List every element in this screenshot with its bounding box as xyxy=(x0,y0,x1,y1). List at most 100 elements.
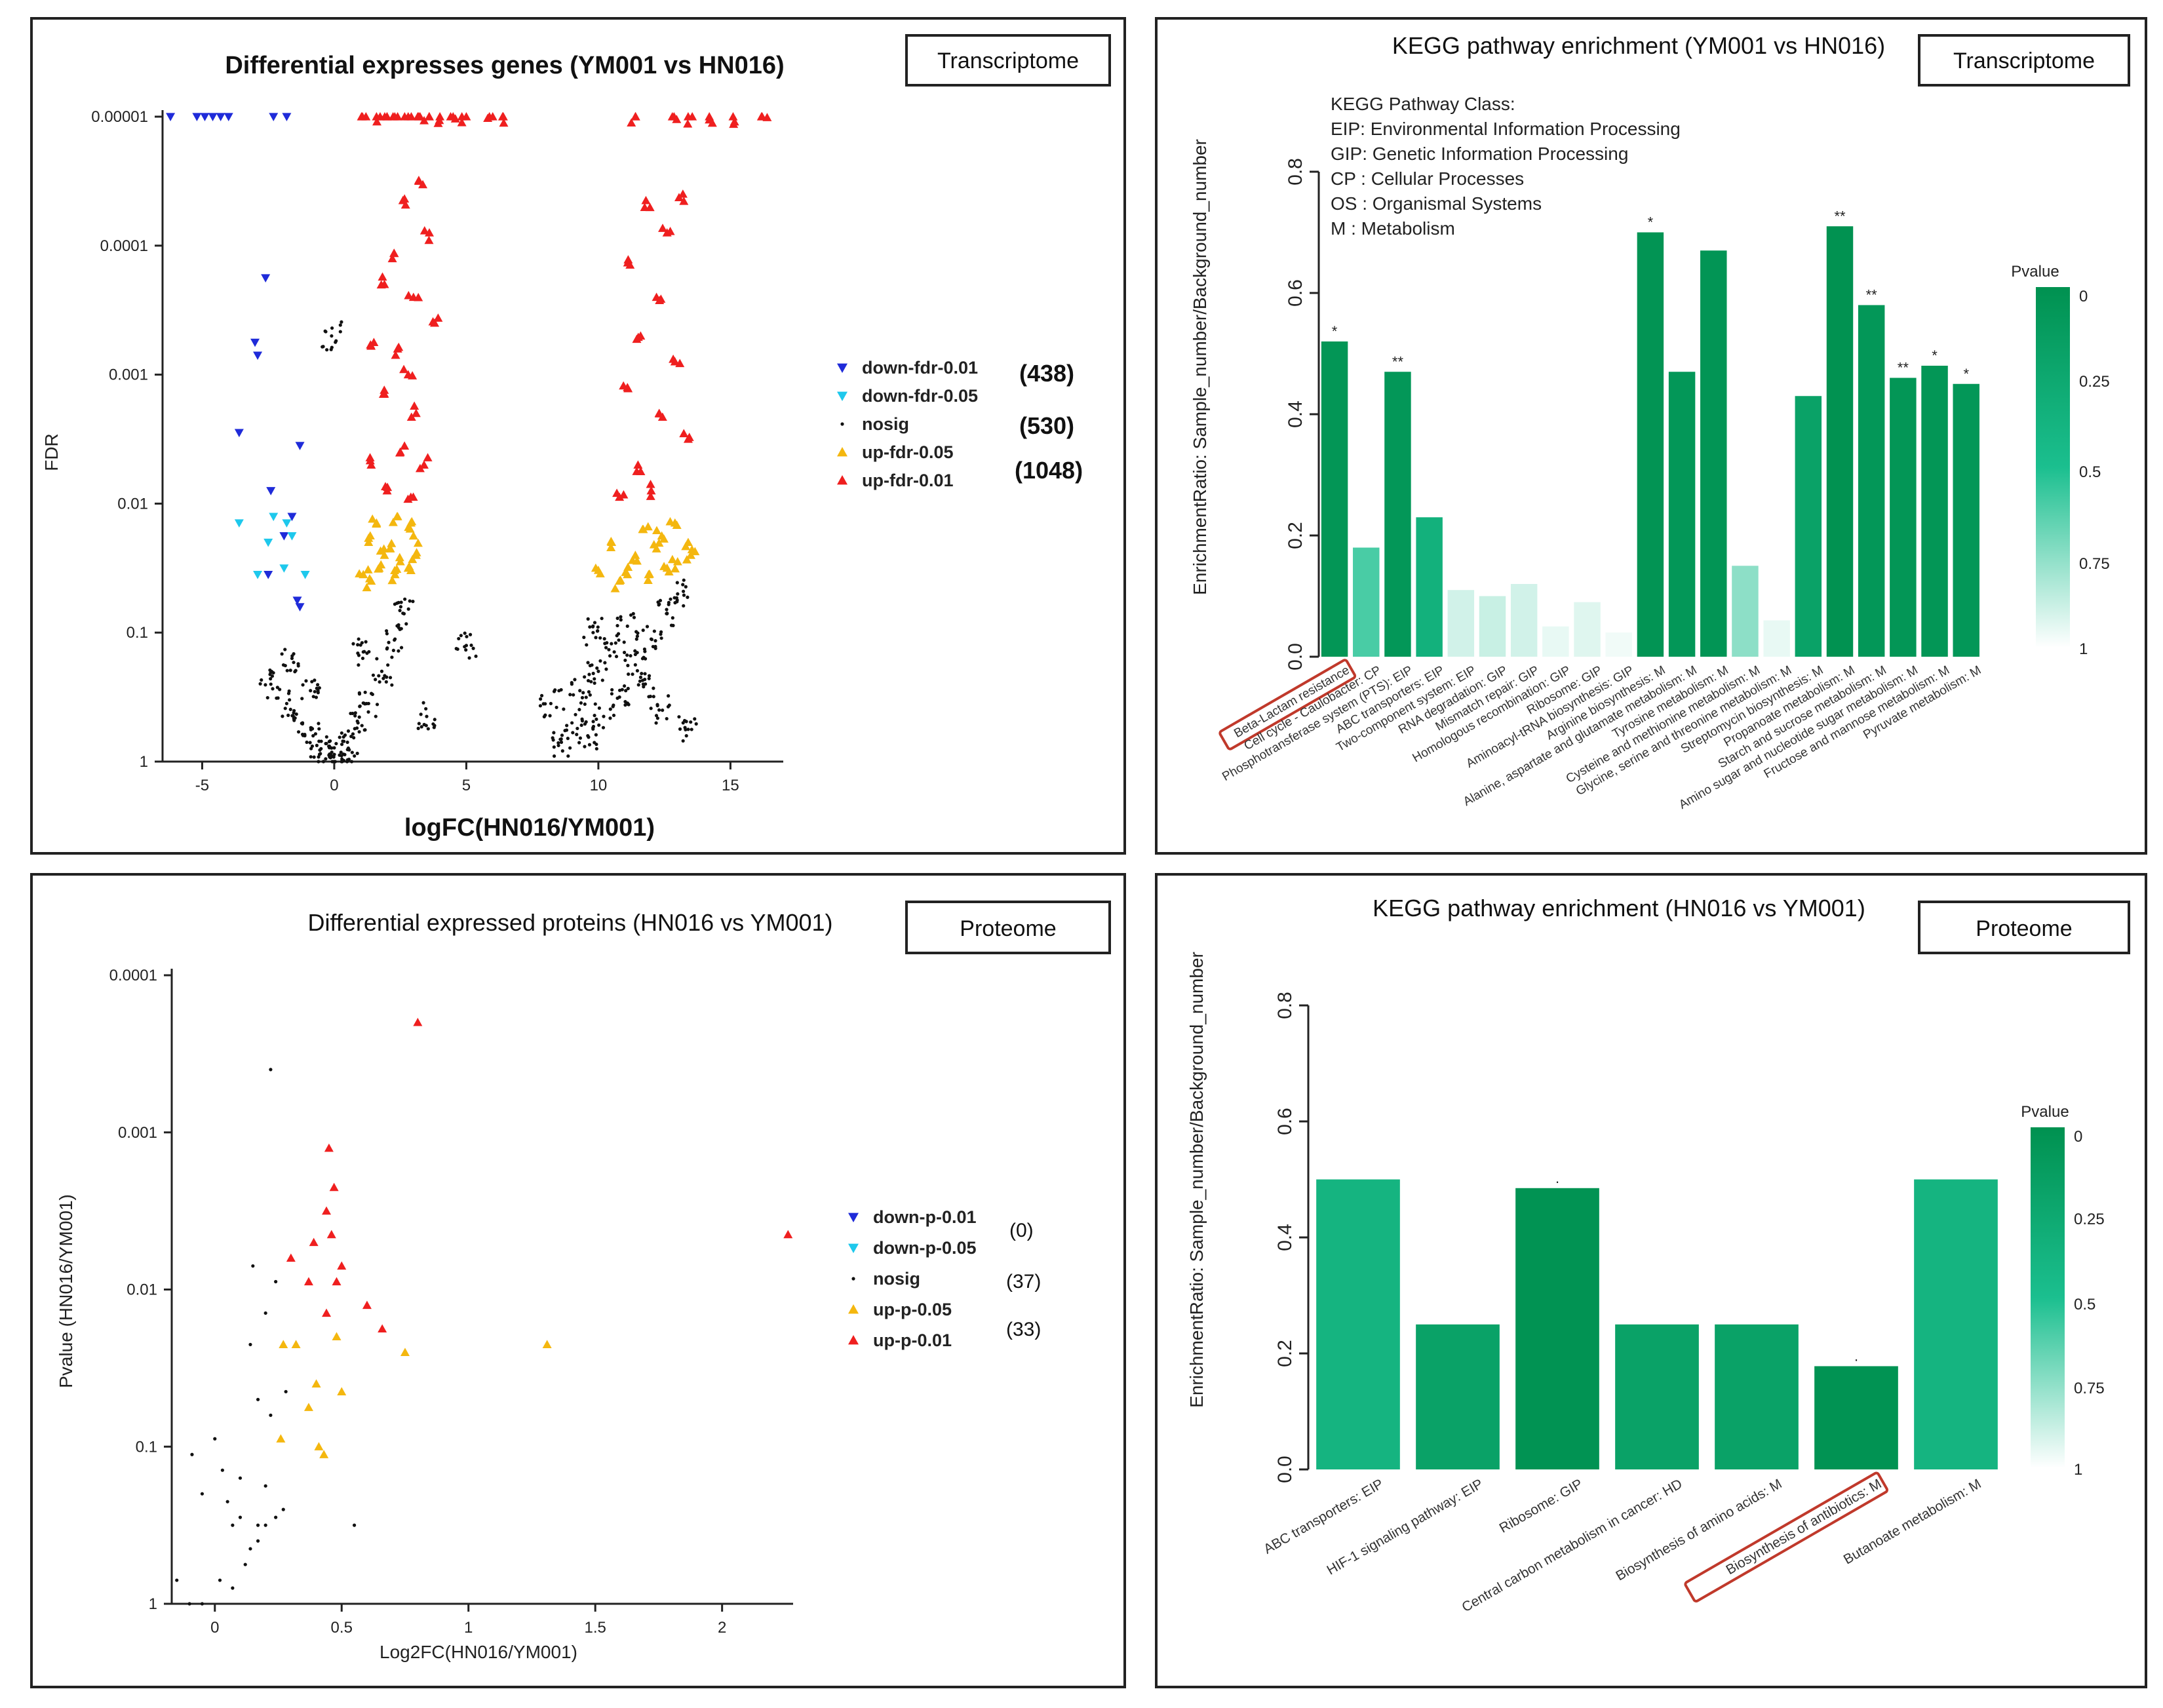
bar xyxy=(1542,626,1569,657)
x-tick-label: 15 xyxy=(722,777,739,794)
nosig-point xyxy=(231,1586,235,1590)
nosig-point xyxy=(296,662,300,666)
nosig-point xyxy=(424,707,428,711)
down-triangle-point xyxy=(269,113,279,121)
nosig-point xyxy=(653,639,657,643)
nosig-point xyxy=(591,671,595,676)
colorbar-tick: 0.5 xyxy=(2079,463,2101,481)
count-nosig: (530) xyxy=(1019,412,1074,439)
nosig-point xyxy=(582,635,586,640)
down-triangle-point xyxy=(837,363,848,373)
up-triangle-point xyxy=(380,551,389,559)
down-triangle-point xyxy=(250,338,260,347)
up-triangle-point xyxy=(636,467,646,475)
nosig-point xyxy=(311,695,315,699)
nosig-point xyxy=(357,663,360,667)
nosig-point xyxy=(617,638,621,642)
nosig-point xyxy=(355,751,359,756)
plot-axes: 0.0 0.2 0.4 0.6 0.8 xyxy=(1285,158,1320,670)
panel-frame xyxy=(1155,17,2147,855)
down-triangle-point xyxy=(848,1213,859,1222)
up-triangle-point xyxy=(372,117,382,126)
nosig-point xyxy=(598,636,602,640)
up-triangle-point xyxy=(414,176,423,184)
nosig-point xyxy=(643,682,648,686)
nosig-point xyxy=(243,1562,247,1566)
nosig-point xyxy=(357,729,361,734)
nosig-point xyxy=(271,670,275,675)
up-triangle-point xyxy=(387,254,397,263)
nosig-point xyxy=(312,755,316,759)
nosig-point xyxy=(263,1311,267,1315)
nosig-point xyxy=(364,640,368,644)
up-triangle-point xyxy=(374,564,383,573)
bar xyxy=(1921,366,1948,657)
nosig-point xyxy=(600,616,604,621)
omics-badge-label: Transcriptome xyxy=(1953,49,2095,73)
nosig-point xyxy=(591,625,595,629)
nosig-point xyxy=(612,650,616,654)
nosig-point xyxy=(469,643,473,648)
nosig-point xyxy=(313,732,318,736)
nosig-point xyxy=(675,581,679,585)
nosig-point xyxy=(340,743,344,747)
nosig-point xyxy=(274,1279,278,1284)
nosig-point xyxy=(629,653,633,658)
up-triangle-point xyxy=(654,538,664,547)
nosig-point xyxy=(652,686,655,690)
down-triangle-point xyxy=(261,274,271,282)
nosig-point xyxy=(406,607,410,611)
nosig-point xyxy=(390,683,394,687)
nosig-point xyxy=(632,615,636,619)
nosig-point xyxy=(586,678,591,683)
up-triangle-point xyxy=(319,1450,329,1458)
y-tick-label: 0.1 xyxy=(136,1438,157,1456)
nosig-point xyxy=(340,757,344,761)
legend-label: up-fdr-0.01 xyxy=(862,471,954,490)
up-triangle-point xyxy=(362,583,372,592)
nosig-point xyxy=(587,743,592,747)
nosig-point xyxy=(403,597,407,601)
nosig-point xyxy=(334,741,338,746)
legend-label: nosig xyxy=(862,414,909,434)
down-triangle-point xyxy=(263,538,273,547)
nosig-point xyxy=(399,600,403,604)
nosig-point xyxy=(666,694,671,698)
nosig-point xyxy=(677,715,681,719)
up-triangle-point xyxy=(450,114,460,123)
y-tick-label: 0.4 xyxy=(1274,1224,1296,1251)
nosig-point xyxy=(280,652,284,656)
up-triangle-point xyxy=(378,272,387,281)
up-triangle-point xyxy=(406,566,416,575)
up-triangle-point xyxy=(332,1332,341,1341)
bar xyxy=(1700,250,1727,657)
nosig-point xyxy=(623,703,627,707)
nosig-point xyxy=(318,748,322,752)
up-triangle-point xyxy=(683,119,693,128)
up-triangle-point xyxy=(419,116,429,125)
panel-volcano-proteome: Differential expressed proteins (HN016 v… xyxy=(30,873,1126,1688)
nosig-point xyxy=(623,658,627,663)
omics-badge xyxy=(1918,901,2130,954)
nosig-point xyxy=(591,720,595,724)
up-triangle-point xyxy=(311,1379,321,1388)
nosig-point xyxy=(615,696,619,700)
nosig-point xyxy=(314,695,319,699)
nosig-point xyxy=(683,726,687,729)
up-triangle-point xyxy=(363,565,373,573)
y-tick-label: 0.2 xyxy=(1274,1340,1296,1367)
up-triangle-point xyxy=(627,555,637,564)
up-triangle-point xyxy=(678,189,688,198)
nosig-point xyxy=(682,604,686,608)
nosig-point xyxy=(603,661,607,665)
nosig-point xyxy=(385,646,389,650)
up-triangle-point xyxy=(606,543,616,552)
legend-label: up-p-0.01 xyxy=(873,1330,952,1350)
nosig-point xyxy=(614,641,617,645)
y-tick-label: 0.0001 xyxy=(100,237,148,255)
nosig-point xyxy=(334,340,338,344)
nosig-point xyxy=(324,741,328,746)
nosig-point xyxy=(562,707,566,711)
up-triangle-point xyxy=(400,441,410,450)
legend: down-p-0.01 down-p-0.05 nosig up-p-0.05 up-p… xyxy=(848,1207,977,1350)
